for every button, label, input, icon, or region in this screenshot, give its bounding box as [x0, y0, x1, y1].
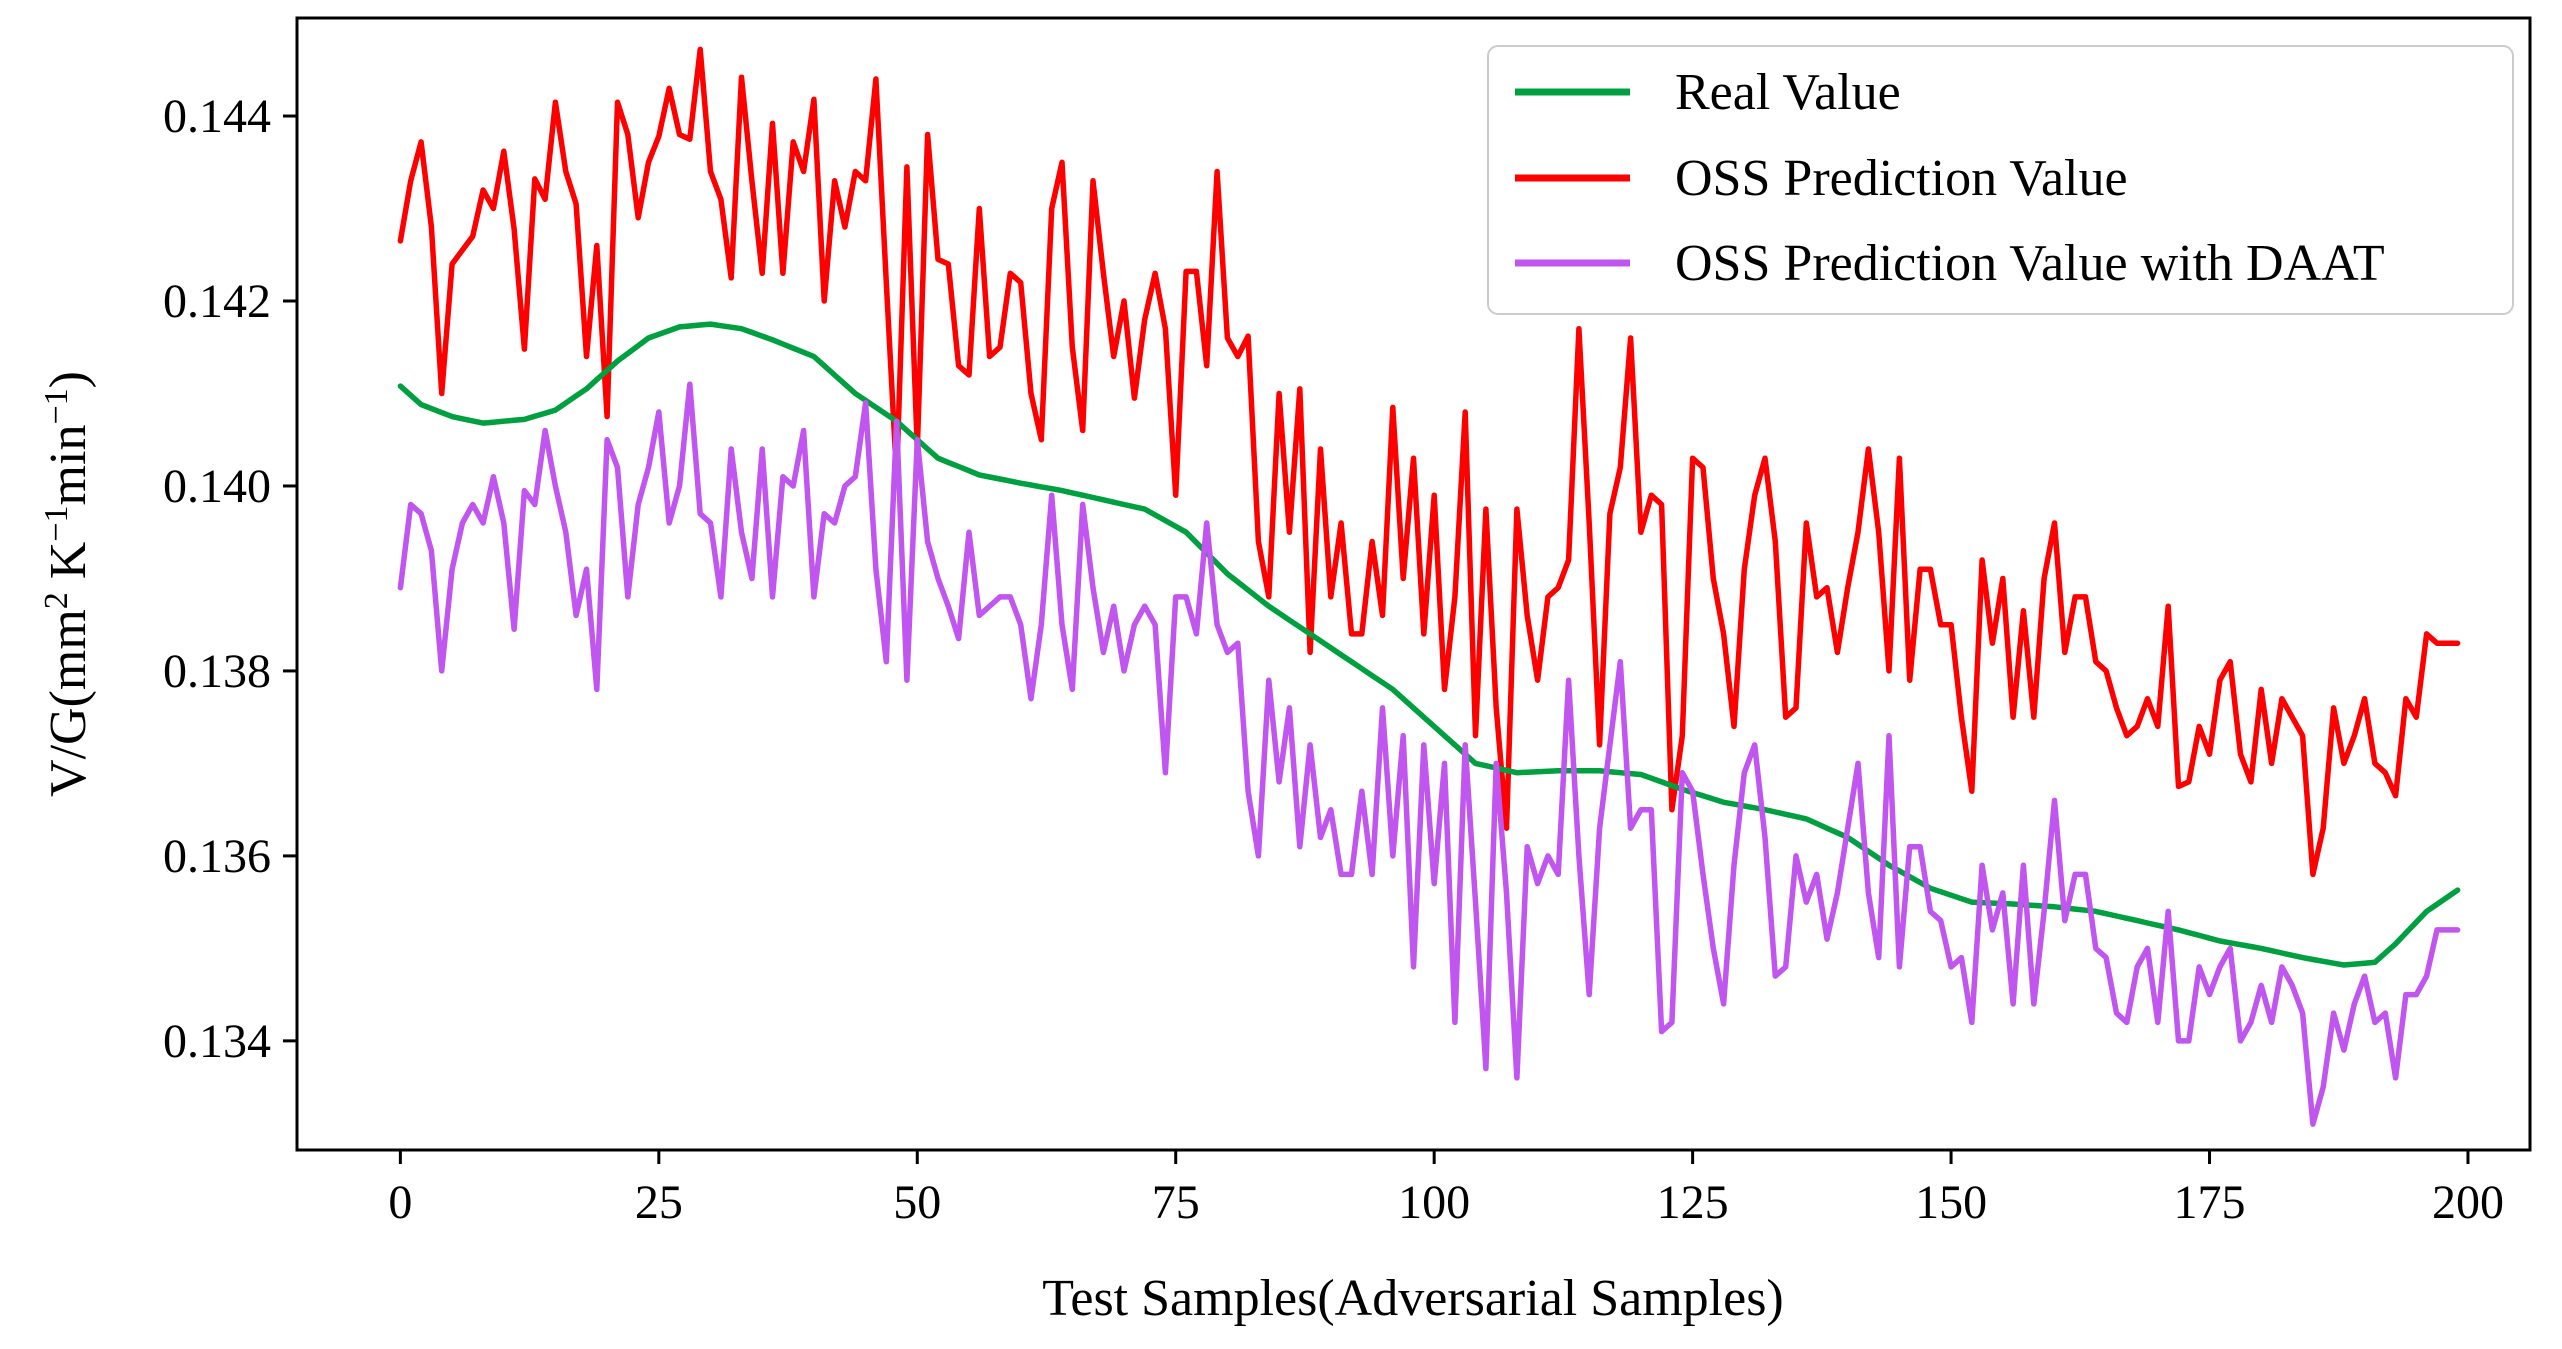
y-axis-label: V/G(mm2 K−1min−1)	[38, 371, 98, 797]
series-line-oss-prediction-value-with-daat	[397, 381, 2461, 1127]
x-tick-label: 200	[2432, 1176, 2504, 1229]
y-axis-ticks: 0.134 0.136 0.138 0.140 0.142 0.144	[163, 90, 297, 1068]
y-tick-label: 0.138	[163, 645, 271, 698]
legend-box	[1487, 45, 2514, 315]
series-line-oss-prediction-value	[397, 46, 2461, 878]
x-tick-label: 125	[1657, 1176, 1729, 1229]
series-line-real-value	[397, 321, 2461, 968]
legend-label-oss-prediction-daat: OSS Prediction Value with DAAT	[1675, 235, 2385, 292]
legend-label-real-value: Real Value	[1675, 64, 1901, 121]
x-tick-label: 50	[893, 1176, 941, 1229]
y-tick-label: 0.140	[163, 460, 271, 513]
x-tick-label: 100	[1398, 1176, 1470, 1229]
series-lines	[397, 46, 2461, 1127]
y-tick-label: 0.144	[163, 90, 271, 143]
x-axis-ticks: 0 25 50 75 100 125 150 175 200	[388, 1150, 2504, 1229]
x-tick-label: 25	[635, 1176, 683, 1229]
x-tick-label: 75	[1152, 1176, 1200, 1229]
legend-label-oss-prediction: OSS Prediction Value	[1675, 150, 2128, 207]
plot-frame	[295, 16, 2532, 1152]
x-tick-label: 175	[2174, 1176, 2246, 1229]
legend: Real Value OSS Prediction Value OSS Pred…	[1487, 45, 2514, 315]
x-axis-label: Test Samples(Adversarial Samples)	[1042, 1270, 1784, 1327]
y-tick-label: 0.142	[163, 275, 271, 328]
y-tick-label: 0.134	[163, 1015, 271, 1068]
y-tick-label: 0.136	[163, 830, 271, 883]
x-tick-label: 0	[388, 1176, 412, 1229]
x-tick-label: 150	[1915, 1176, 1987, 1229]
